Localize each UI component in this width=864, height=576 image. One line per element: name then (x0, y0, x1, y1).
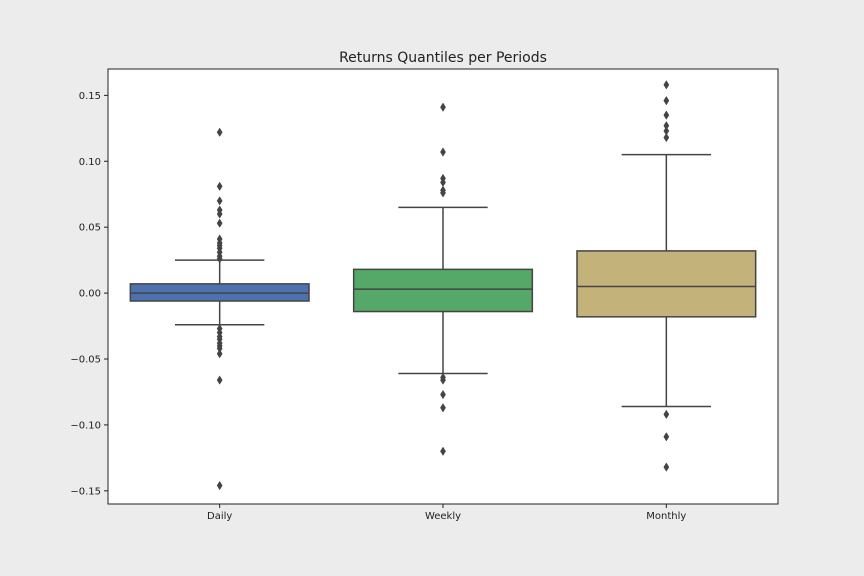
outlier-point (440, 102, 446, 112)
outlier-point (440, 446, 446, 456)
outlier-point (663, 95, 670, 106)
outlier-point (216, 480, 223, 491)
x-tick-label: Weekly (425, 511, 461, 522)
outlier-point (440, 188, 446, 198)
outlier-point (216, 375, 223, 385)
outlier-point (440, 389, 446, 400)
outlier-point (216, 127, 223, 137)
box-daily (129, 127, 310, 491)
outlier-point (663, 462, 670, 472)
outlier-point (440, 403, 446, 413)
outlier-point (440, 375, 446, 385)
y-tick-label: 0.05 (79, 223, 101, 234)
y-tick-label: 0.10 (79, 157, 101, 168)
iqr-box (576, 250, 757, 318)
y-tick-label: −0.15 (70, 486, 101, 497)
outlier-point (663, 80, 670, 90)
outlier-point (663, 409, 670, 420)
y-tick-label: 0.15 (79, 91, 101, 102)
outlier-point (216, 209, 223, 219)
box-series (129, 80, 757, 491)
y-axis: −0.15 −0.10 −0.05 0.00 0.05 0.10 0.15 (70, 91, 108, 497)
outlier-point (663, 432, 670, 442)
outlier-point (216, 349, 223, 359)
outlier-point (216, 196, 223, 206)
outlier-point (440, 147, 446, 157)
chart-title: Returns Quantiles per Periods (339, 50, 547, 66)
iqr-box (352, 268, 534, 313)
outlier-point (216, 218, 223, 228)
outlier-point (663, 110, 670, 120)
x-tick-label: Daily (207, 511, 232, 522)
x-axis: Daily Weekly Monthly (207, 504, 686, 522)
outlier-point (663, 132, 670, 143)
outlier-point (216, 254, 223, 264)
box-monthly (576, 80, 757, 472)
y-tick-label: 0.00 (79, 289, 101, 300)
box-weekly (352, 102, 534, 456)
y-tick-label: −0.10 (70, 420, 101, 431)
plot-frame (107, 68, 779, 505)
outlier-point (216, 181, 223, 191)
x-tick-label: Monthly (646, 511, 686, 522)
y-tick-label: −0.05 (70, 355, 101, 366)
